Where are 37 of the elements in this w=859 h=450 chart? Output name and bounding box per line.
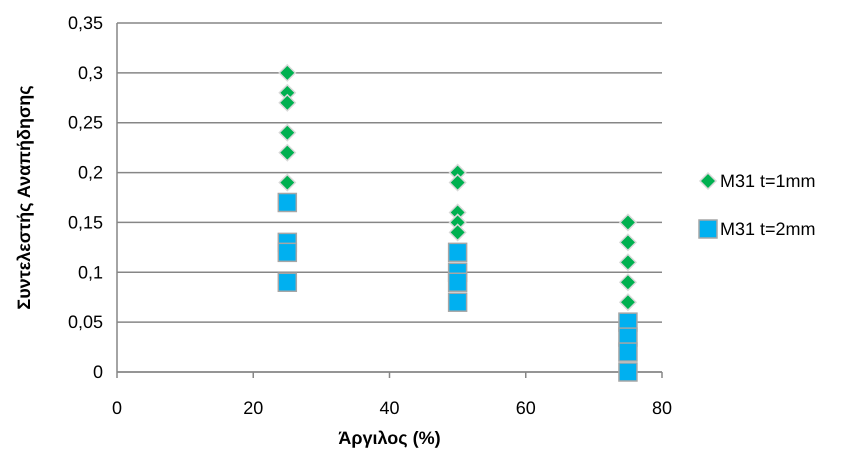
y-tick-label: 0,1 [78, 262, 103, 282]
x-tick-label: 20 [243, 398, 264, 418]
point [618, 362, 638, 382]
y-tick-label: 0,15 [68, 212, 103, 232]
point [278, 94, 296, 112]
x-axis-title: Άργιλος (%) [338, 428, 441, 448]
y-tick-label: 0,05 [68, 312, 103, 332]
legend-label: M31 t=2mm [720, 219, 816, 239]
point [448, 292, 468, 312]
point [448, 272, 468, 292]
point [278, 144, 296, 162]
point [619, 254, 637, 272]
point [278, 124, 296, 142]
point [278, 272, 298, 292]
y-tick-label: 0,25 [68, 112, 103, 133]
legend-label: M31 t=1mm [720, 171, 816, 191]
y-axis-title: Συντελεστής Αναπήδησης [14, 85, 34, 310]
x-tick-label: 0 [112, 398, 122, 418]
x-tick-label: 80 [652, 398, 672, 418]
point [619, 234, 637, 252]
x-tick-label: 40 [379, 398, 400, 418]
point [278, 174, 296, 192]
point [619, 274, 637, 292]
point [278, 64, 296, 82]
point [619, 293, 637, 311]
y-tick-label: 0 [92, 362, 103, 382]
x-tick-label: 60 [516, 398, 536, 418]
point [448, 242, 468, 262]
point [618, 342, 638, 362]
y-tick-label: 0,2 [78, 162, 103, 183]
y-tick-label: 0,3 [78, 62, 103, 83]
point [448, 224, 466, 242]
point [619, 214, 637, 232]
point [448, 174, 466, 192]
point [278, 242, 298, 262]
point [278, 192, 298, 212]
y-tick-label: 0,35 [68, 13, 103, 33]
